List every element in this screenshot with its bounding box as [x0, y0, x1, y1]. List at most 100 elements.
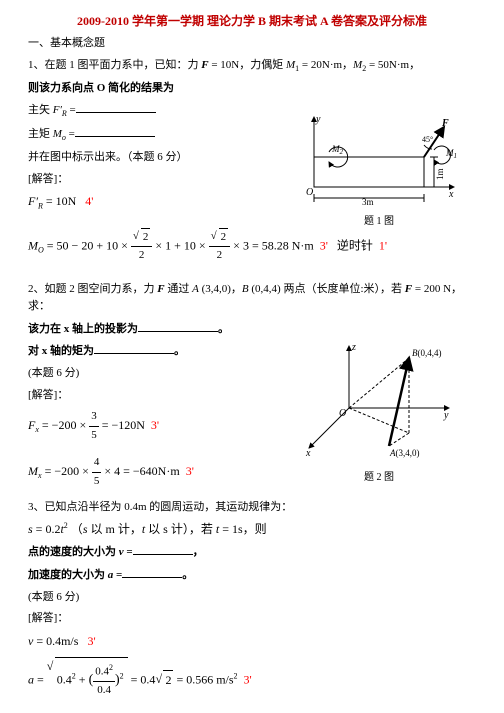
lbl: 主矢: [28, 104, 53, 116]
txt: 以 m 计，: [87, 522, 141, 536]
blank: [133, 543, 193, 555]
sym: A: [192, 283, 199, 295]
txt: （: [71, 522, 83, 536]
axis-x: x: [448, 189, 454, 200]
frac: 35: [89, 408, 99, 444]
den: 5: [89, 427, 99, 445]
lbl-A: A(3,4,0): [389, 448, 420, 458]
val: = 10N: [43, 194, 76, 208]
frac: 22: [209, 228, 231, 265]
sym: B: [242, 283, 249, 295]
txt: (3,4,0)，: [199, 283, 242, 295]
frac: 45: [92, 454, 102, 490]
eq: =: [124, 546, 133, 558]
den: 5: [92, 473, 102, 491]
den: 2: [131, 247, 153, 265]
axis-x: x: [305, 448, 311, 459]
section-heading: 一、基本概念题: [28, 35, 476, 53]
q1-Mo-ans: MO = 50 − 20 + 10 × 22 × 1 + 10 × 22 × 3…: [28, 228, 476, 265]
lbl-M2: M2: [331, 144, 344, 156]
dim-3m: 3m: [362, 197, 374, 207]
txt: 通过: [165, 283, 193, 295]
score: 3': [320, 238, 328, 252]
sym: M: [28, 464, 38, 478]
fig1-caption: 题 1 图: [294, 212, 464, 227]
ccw: 逆时针: [337, 238, 373, 252]
score: 3': [244, 673, 252, 687]
axis-z: z: [351, 342, 356, 353]
q2-prompt: 2、如题 2 图空间力系，力 F 通过 A (3,4,0)，B (0,4,4) …: [28, 281, 476, 316]
lbl-M1: M1: [445, 148, 457, 160]
sqrt: 2: [141, 228, 151, 247]
score: 3': [151, 418, 159, 432]
axis-y: y: [315, 114, 321, 125]
txt: 加速度的大小为: [28, 569, 108, 581]
q1-text: 1、在题 1 图平面力系中，已知：力: [28, 59, 201, 71]
sym: M: [53, 128, 62, 140]
sym: F′: [28, 194, 38, 208]
blank: [122, 566, 182, 578]
lbl-F: F: [441, 118, 449, 129]
num: 4: [92, 454, 102, 473]
txt: = −120N: [99, 418, 145, 432]
q3-eq: s = 0.2t2 （s 以 m 计，t 以 s 计），若 t = 1s，则: [28, 520, 476, 539]
eq: =: [67, 104, 76, 116]
origin: O: [339, 408, 346, 419]
txt: = 0.566 m/s: [173, 673, 233, 687]
n: 0.4: [57, 673, 72, 687]
axis-y: y: [443, 410, 449, 421]
sqrt: 2: [163, 670, 173, 690]
txt: 2、如题 2 图空间力系，力: [28, 283, 157, 295]
txt: 3、已知点沿半径为 0.4m 的圆周运动，其运动规律为：: [28, 501, 292, 513]
sym-M2: M: [353, 59, 362, 71]
frac: 22: [131, 228, 153, 265]
sup: 2: [234, 672, 238, 681]
txt: = 0.4: [131, 673, 156, 687]
q3-a-ans: a = 0.42 + (0.420.4)2 = 0.42 = 0.566 m/s…: [28, 657, 476, 702]
lbl-B: B(0,4,4): [412, 348, 442, 358]
txt: =: [34, 673, 47, 687]
txt: 以 s 计），若: [145, 522, 216, 536]
blank: [138, 320, 218, 332]
score: 3': [87, 634, 95, 648]
q1-prompt: 1、在题 1 图平面力系中，已知：力 F = 10N，力偶矩 M1 = 20N·…: [28, 57, 476, 76]
txt: = 0.2: [33, 522, 61, 536]
lbl: 主矩: [28, 128, 53, 140]
txt: = 50 − 20 + 10 ×: [44, 238, 131, 252]
q2-proj: 该力在 x 轴上的投影为。: [28, 320, 476, 339]
frac: 0.420.4: [93, 662, 115, 700]
q3-ans-lbl: [解答]：: [28, 610, 476, 628]
txt: (0,4,4) 两点（长度单位:米），若: [249, 283, 405, 295]
txt: 该力在 x 轴上的投影为: [28, 323, 138, 335]
txt: 对 x 轴的矩为: [28, 345, 94, 357]
txt: = 0.4m/s: [33, 634, 78, 648]
txt: = −200 ×: [42, 464, 92, 478]
sym: F: [157, 283, 164, 295]
q1-fval: = 10N，力偶矩: [209, 59, 286, 71]
num: 3: [89, 408, 99, 427]
txt: = 1s，则: [219, 522, 266, 536]
sqrt: 2: [219, 228, 229, 247]
q3-prompt: 3、已知点沿半径为 0.4m 的圆周运动，其运动规律为：: [28, 499, 476, 517]
q3-aline: 加速度的大小为 a =。: [28, 566, 476, 585]
figure-1: y x O F M1 M2 45° 3m 1m 题 1 图: [294, 112, 464, 222]
txt: +: [76, 673, 89, 687]
origin: O: [306, 187, 313, 198]
score: 1': [379, 238, 387, 252]
q3-vline: 点的速度的大小为 v =，: [28, 543, 476, 562]
sym-M1: M: [286, 59, 295, 71]
lbl-45: 45°: [422, 135, 433, 144]
n: 0.4: [95, 666, 109, 678]
d: 0.4: [93, 682, 115, 700]
sym: M: [28, 238, 38, 252]
sym-F: F: [201, 59, 208, 71]
txt: 点的速度的大小为: [28, 546, 119, 558]
blank: [94, 342, 174, 354]
txt: × 4 = −640N·m: [101, 464, 179, 478]
sym: F′: [53, 104, 62, 116]
txt: = −200 ×: [39, 418, 89, 432]
txt: × 3 = 58.28 N·m: [230, 238, 314, 252]
q3-v-ans: v = 0.4m/s 3': [28, 632, 476, 651]
q1-result-line: 则该力系向点 O 简化的结果为: [28, 80, 476, 98]
page-title: 2009-2010 学年第一学期 理论力学 B 期末考试 A 卷答案及评分标准: [28, 12, 476, 29]
